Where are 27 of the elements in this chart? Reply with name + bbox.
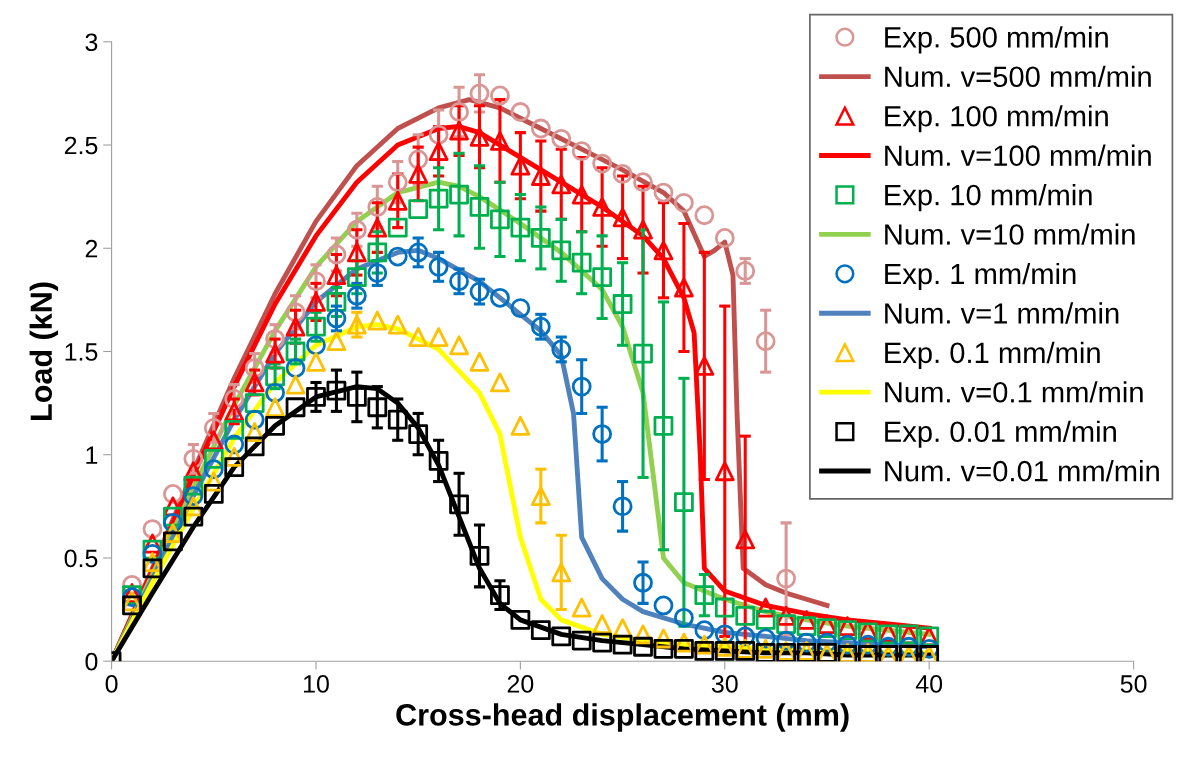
legend-label: Num. v=0.01 mm/min [885,460,1159,482]
x-tick-label: 30 [711,675,738,693]
x-tick-label: 50 [1120,675,1147,693]
legend-label: Num. v=1 mm/min [885,302,1119,324]
legend-label: Exp. 100 mm/min [885,105,1108,133]
y-tick-label: 2 [85,239,98,258]
legend-label: Exp. 0.01 mm/min [885,420,1116,448]
y-tick-label: 0.5 [64,549,98,568]
legend-label: Exp. 10 mm/min [885,184,1092,212]
y-tick-label: 1 [86,446,98,464]
x-tick-label: 20 [507,675,534,693]
y-tick-label: 0 [85,652,98,671]
legend-label: Num. v=100 mm/min [885,144,1151,166]
y-axis-title: Load (kN) [29,282,59,420]
x-tick-label: 0 [105,675,118,693]
y-tick-label: 1.5 [65,343,98,361]
legend-label: Num. v=0.1 mm/min [885,381,1143,403]
legend-label: Exp. 0.1 mm/min [885,341,1100,369]
legend-label: Exp. 500 mm/min [885,26,1108,54]
legend-label: Exp. 1 mm/min [885,262,1076,291]
x-tick-label: 10 [303,675,329,693]
y-tick-label: 2.5 [64,136,98,155]
y-tick-label: 3 [85,33,98,52]
legend-label: Num. v=10 mm/min [885,223,1135,245]
x-axis-title: Cross-head displacement (mm) [396,703,849,732]
x-tick-label: 40 [915,675,943,693]
legend-label: Num. v=500 mm/min [885,65,1151,88]
